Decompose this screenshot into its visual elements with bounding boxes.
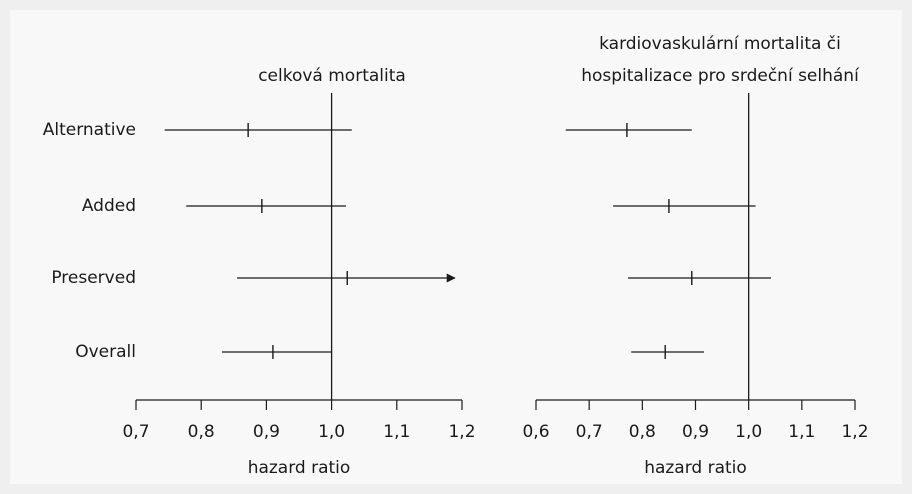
x-tick-label: 0,8 bbox=[188, 422, 215, 442]
x-tick-label: 1,2 bbox=[448, 422, 475, 442]
panel-title: kardiovaskulární mortalita či bbox=[599, 34, 841, 54]
category-label: Overall bbox=[75, 342, 136, 362]
x-tick-label: 1,0 bbox=[735, 422, 762, 442]
category-label: Alternative bbox=[43, 120, 136, 140]
category-label: Added bbox=[82, 196, 136, 216]
x-tick-label: 0,8 bbox=[629, 422, 656, 442]
x-axis-label: hazard ratio bbox=[644, 458, 747, 478]
panel-bg bbox=[10, 10, 902, 484]
panel-title: hospitalizace pro srdeční selhání bbox=[581, 66, 860, 86]
x-tick-label: 1,0 bbox=[318, 422, 345, 442]
panel-title: celková mortalita bbox=[258, 66, 406, 86]
x-tick-label: 0,7 bbox=[576, 422, 603, 442]
x-tick-label: 0,9 bbox=[253, 422, 280, 442]
x-tick-label: 0,7 bbox=[122, 422, 149, 442]
x-tick-label: 1,1 bbox=[383, 422, 410, 442]
x-tick-label: 1,1 bbox=[788, 422, 815, 442]
x-axis-label: hazard ratio bbox=[248, 458, 351, 478]
category-label: Preserved bbox=[51, 268, 136, 288]
x-tick-label: 0,6 bbox=[522, 422, 549, 442]
x-tick-label: 1,2 bbox=[841, 422, 868, 442]
x-tick-label: 0,9 bbox=[682, 422, 709, 442]
